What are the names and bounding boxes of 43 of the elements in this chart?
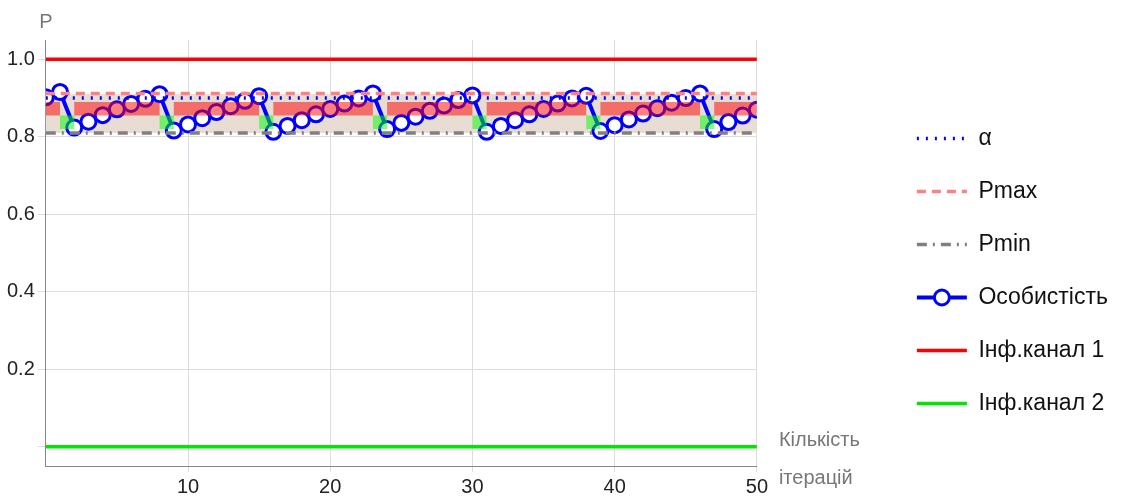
- x-tick-label: 50: [745, 474, 768, 497]
- point: [79, 112, 98, 131]
- legend-label: α: [978, 123, 992, 150]
- x-tick-label: 40: [603, 474, 626, 497]
- y-tick-label: 0.2: [6, 356, 35, 379]
- legend-label: Інф.канал 2: [978, 388, 1105, 415]
- point: [733, 106, 752, 125]
- x-tick-label: 10: [176, 474, 200, 497]
- point: [435, 96, 454, 115]
- point: [605, 116, 624, 135]
- y-tick-label: 0.8: [6, 124, 35, 147]
- x-axis-title: Кількість ітерацій: [778, 427, 860, 488]
- legend-label: Інф.канал 1: [978, 335, 1105, 362]
- point: [292, 111, 311, 130]
- x-tick-label: 20: [319, 474, 342, 497]
- point: [179, 115, 198, 134]
- point: [193, 109, 212, 128]
- point: [420, 101, 439, 120]
- point: [520, 105, 539, 124]
- point: [534, 99, 553, 118]
- y-tick-label: 0.6: [6, 201, 35, 224]
- x-tick-label: 30: [461, 474, 484, 497]
- point: [406, 107, 425, 126]
- point: [506, 111, 525, 130]
- point: [321, 99, 340, 118]
- y-tick-label: 0.4: [6, 279, 35, 302]
- point: [634, 104, 653, 123]
- point: [648, 99, 667, 118]
- point: [335, 94, 354, 113]
- point: [122, 94, 141, 113]
- point: [93, 106, 112, 125]
- point: [107, 100, 126, 119]
- point: [221, 97, 240, 116]
- point: [619, 110, 638, 129]
- point: [307, 105, 326, 124]
- point: [392, 113, 411, 132]
- point: [719, 113, 738, 132]
- legend-label: Pmax: [978, 176, 1038, 203]
- y-axis-title: P: [39, 9, 53, 32]
- legend-label: Особистість: [978, 282, 1109, 309]
- y-tick-label: 1.0: [6, 46, 35, 69]
- point: [207, 103, 226, 122]
- legend-label: Pmin: [978, 229, 1031, 256]
